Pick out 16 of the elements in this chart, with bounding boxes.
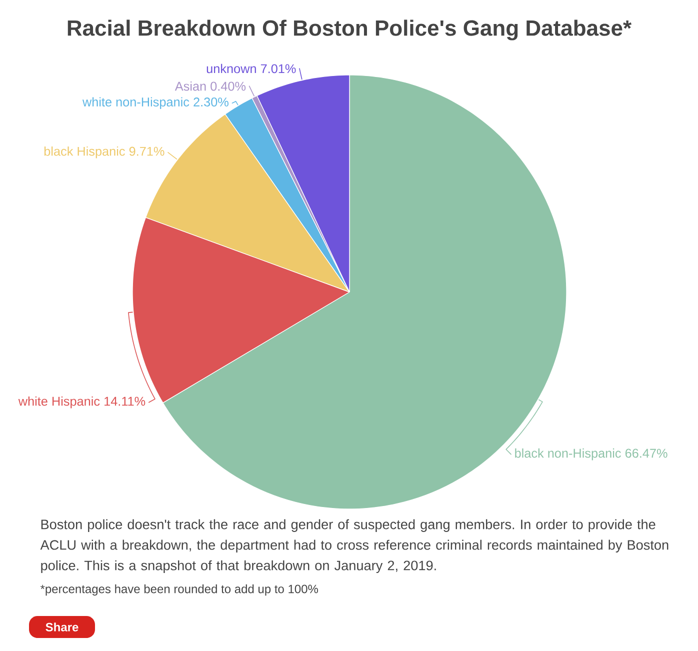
- slice-label: white Hispanic: [18, 396, 100, 408]
- chart-title: Racial Breakdown Of Boston Police's Gang Database*: [68, 20, 632, 40]
- data-label: 2.30%: [194, 98, 228, 106]
- data-label: 14.11%: [104, 396, 146, 406]
- data-label: 66.47%: [625, 448, 668, 458]
- slice-label: black non-Hispanic: [515, 448, 621, 460]
- text: Share: [46, 622, 78, 632]
- data-label: 9.71%: [129, 146, 164, 156]
- text: *percentages have been rounded to add up to 100%: [40, 584, 318, 596]
- text: Boston police doesn't track the race and gender of suspected gang members. In order to provide the ACLU with a breakdown, the department had to cross reference criminal records maintained by Boston police. This is a snapshot of that breakdown on January 2, 2019.: [40, 519, 668, 574]
- slice-label: white non-Hispanic: [82, 97, 190, 110]
- slice-label: Asian: [174, 81, 206, 91]
- data-label: 7.01%: [260, 64, 296, 74]
- data-label: 0.40%: [210, 82, 246, 91]
- slice-label: unknown: [206, 64, 256, 74]
- slice-label: black Hispanic: [44, 146, 125, 158]
